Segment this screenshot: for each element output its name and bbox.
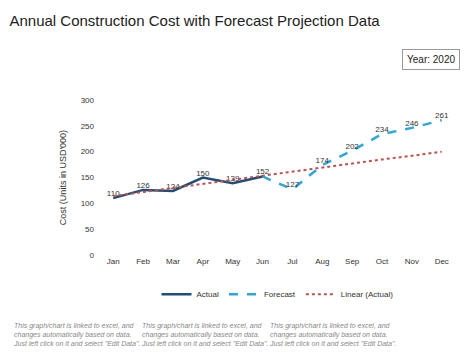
svg-text:174: 174: [316, 156, 330, 165]
svg-text:150: 150: [81, 173, 95, 182]
svg-text:100: 100: [81, 199, 95, 208]
svg-text:Linear (Actual): Linear (Actual): [341, 290, 393, 299]
svg-text:250: 250: [81, 122, 95, 131]
svg-text:234: 234: [375, 125, 389, 134]
svg-text:200: 200: [81, 147, 95, 156]
svg-text:110: 110: [107, 189, 120, 198]
svg-text:152: 152: [256, 167, 270, 176]
svg-text:300: 300: [81, 96, 95, 105]
svg-text:Dec: Dec: [435, 257, 449, 266]
svg-text:246: 246: [405, 119, 419, 128]
svg-text:Jan: Jan: [107, 257, 120, 266]
svg-text:Year: 2020: Year: 2020: [407, 54, 455, 65]
svg-text:50: 50: [85, 225, 94, 234]
svg-text:124: 124: [166, 182, 180, 191]
svg-text:Forecast: Forecast: [264, 290, 296, 299]
svg-text:Apr: Apr: [197, 257, 210, 266]
svg-text:Oct: Oct: [376, 257, 389, 266]
svg-text:0: 0: [90, 251, 95, 260]
svg-text:127: 127: [286, 180, 300, 189]
svg-text:150: 150: [196, 169, 210, 178]
svg-text:261: 261: [435, 111, 449, 120]
svg-text:Cost (Units in USD'000): Cost (Units in USD'000): [58, 130, 68, 225]
svg-text:202: 202: [345, 142, 359, 151]
svg-text:Jul: Jul: [287, 257, 297, 266]
svg-text:This graph/chart is linked to: This graph/chart is linked to excel, and…: [269, 322, 396, 347]
svg-text:Sep: Sep: [345, 257, 360, 266]
svg-text:Annual Construction Cost with: Annual Construction Cost with Forecast P…: [9, 12, 380, 29]
svg-text:This graph/chart is linked to: This graph/chart is linked to excel, and…: [141, 322, 268, 347]
svg-text:Feb: Feb: [136, 257, 150, 266]
svg-text:Jun: Jun: [256, 257, 269, 266]
svg-text:139: 139: [226, 174, 240, 183]
svg-text:May: May: [225, 257, 240, 266]
svg-text:Actual: Actual: [197, 290, 219, 299]
svg-text:126: 126: [136, 181, 150, 190]
svg-text:Aug: Aug: [315, 257, 329, 266]
svg-text:This graph/chart is linked to: This graph/chart is linked to excel, and…: [13, 322, 140, 347]
svg-text:Mar: Mar: [166, 257, 180, 266]
svg-text:Nov: Nov: [405, 257, 419, 266]
